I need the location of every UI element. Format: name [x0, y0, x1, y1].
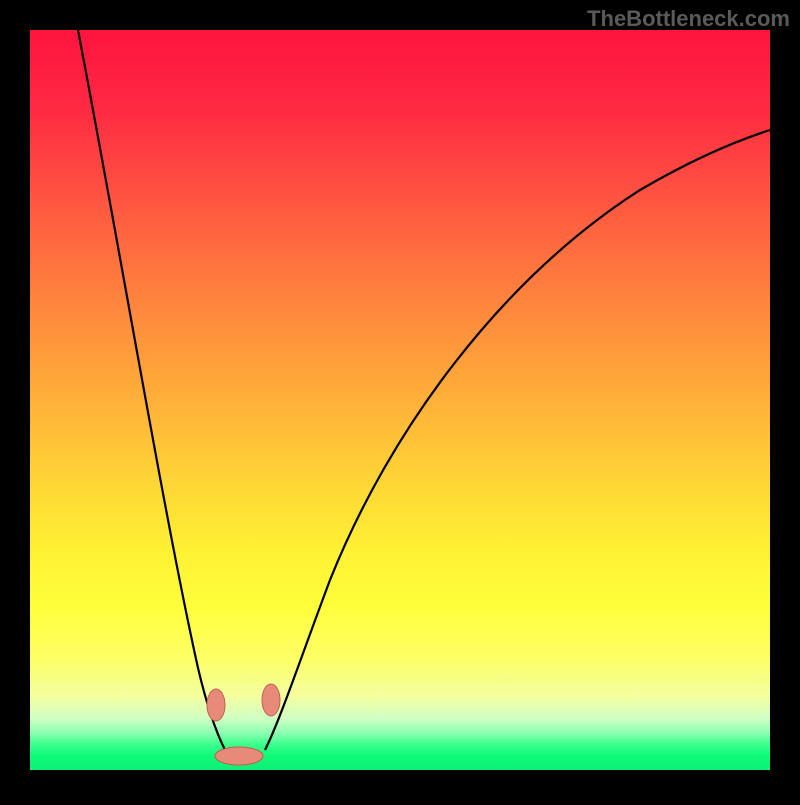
marker-point	[215, 747, 263, 765]
watermark-text: TheBottleneck.com	[587, 6, 790, 32]
bottleneck-chart	[0, 0, 800, 800]
marker-point	[207, 689, 225, 721]
marker-point	[262, 684, 280, 716]
plot-background	[30, 30, 770, 770]
chart-svg	[0, 0, 800, 800]
